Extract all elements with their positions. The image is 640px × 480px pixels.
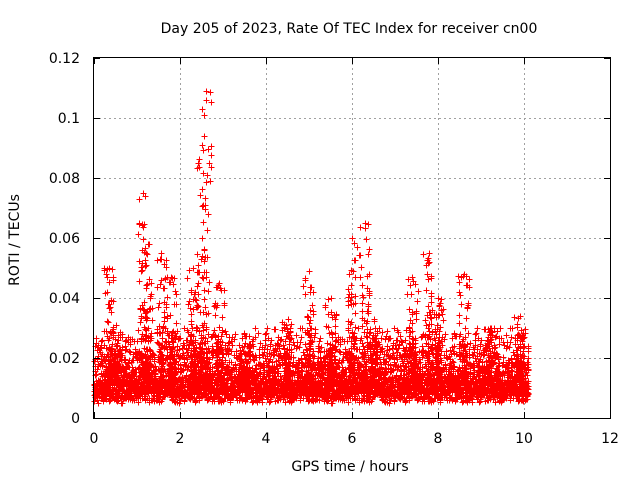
data-point: [125, 360, 132, 367]
data-point: [494, 328, 501, 335]
data-point: [255, 330, 262, 337]
data-point: [181, 397, 188, 404]
data-point: [317, 335, 324, 342]
data-point: [384, 328, 391, 335]
data-point: [180, 350, 187, 357]
data-point: [95, 400, 102, 407]
data-point: [312, 326, 319, 333]
chart-title: Day 205 of 2023, Rate Of TEC Index for r…: [161, 21, 538, 37]
data-point: [97, 345, 104, 352]
data-point: [98, 338, 105, 345]
data-point: [91, 398, 98, 405]
data-point: [127, 341, 134, 348]
data-point: [126, 348, 133, 355]
data-point: [135, 327, 142, 334]
data-point: [465, 330, 472, 337]
data-point: [94, 397, 101, 404]
data-point: [316, 338, 323, 345]
scatter-points: [91, 88, 532, 407]
data-point: [232, 331, 239, 338]
data-point: [179, 374, 186, 381]
data-point: [169, 329, 176, 336]
data-point: [474, 325, 481, 332]
data-point: [264, 325, 271, 332]
data-point: [122, 359, 129, 366]
data-point: [152, 363, 159, 370]
data-point: [114, 398, 121, 405]
data-point: [497, 325, 504, 332]
data-point: [119, 352, 126, 359]
data-point: [119, 400, 126, 407]
data-point: [262, 331, 269, 338]
data-point: [472, 331, 479, 338]
data-point: [94, 366, 101, 373]
data-point: [99, 337, 106, 344]
data-point: [252, 325, 259, 332]
data-point: [94, 356, 101, 363]
data-point: [132, 346, 139, 353]
data-point: [119, 344, 126, 351]
data-point: [93, 335, 100, 342]
data-point: [106, 398, 113, 405]
data-point: [176, 400, 183, 407]
data-point: [135, 399, 142, 406]
data-point: [329, 334, 336, 341]
data-point: [176, 346, 183, 353]
data-point: [184, 356, 191, 363]
data-point: [462, 325, 469, 332]
data-point: [122, 343, 129, 350]
data-point: [379, 329, 386, 336]
data-point: [184, 349, 191, 356]
data-point: [419, 343, 426, 350]
data-point: [442, 331, 449, 338]
data-point: [222, 328, 229, 335]
data-point: [272, 326, 279, 333]
data-point: [151, 358, 158, 365]
